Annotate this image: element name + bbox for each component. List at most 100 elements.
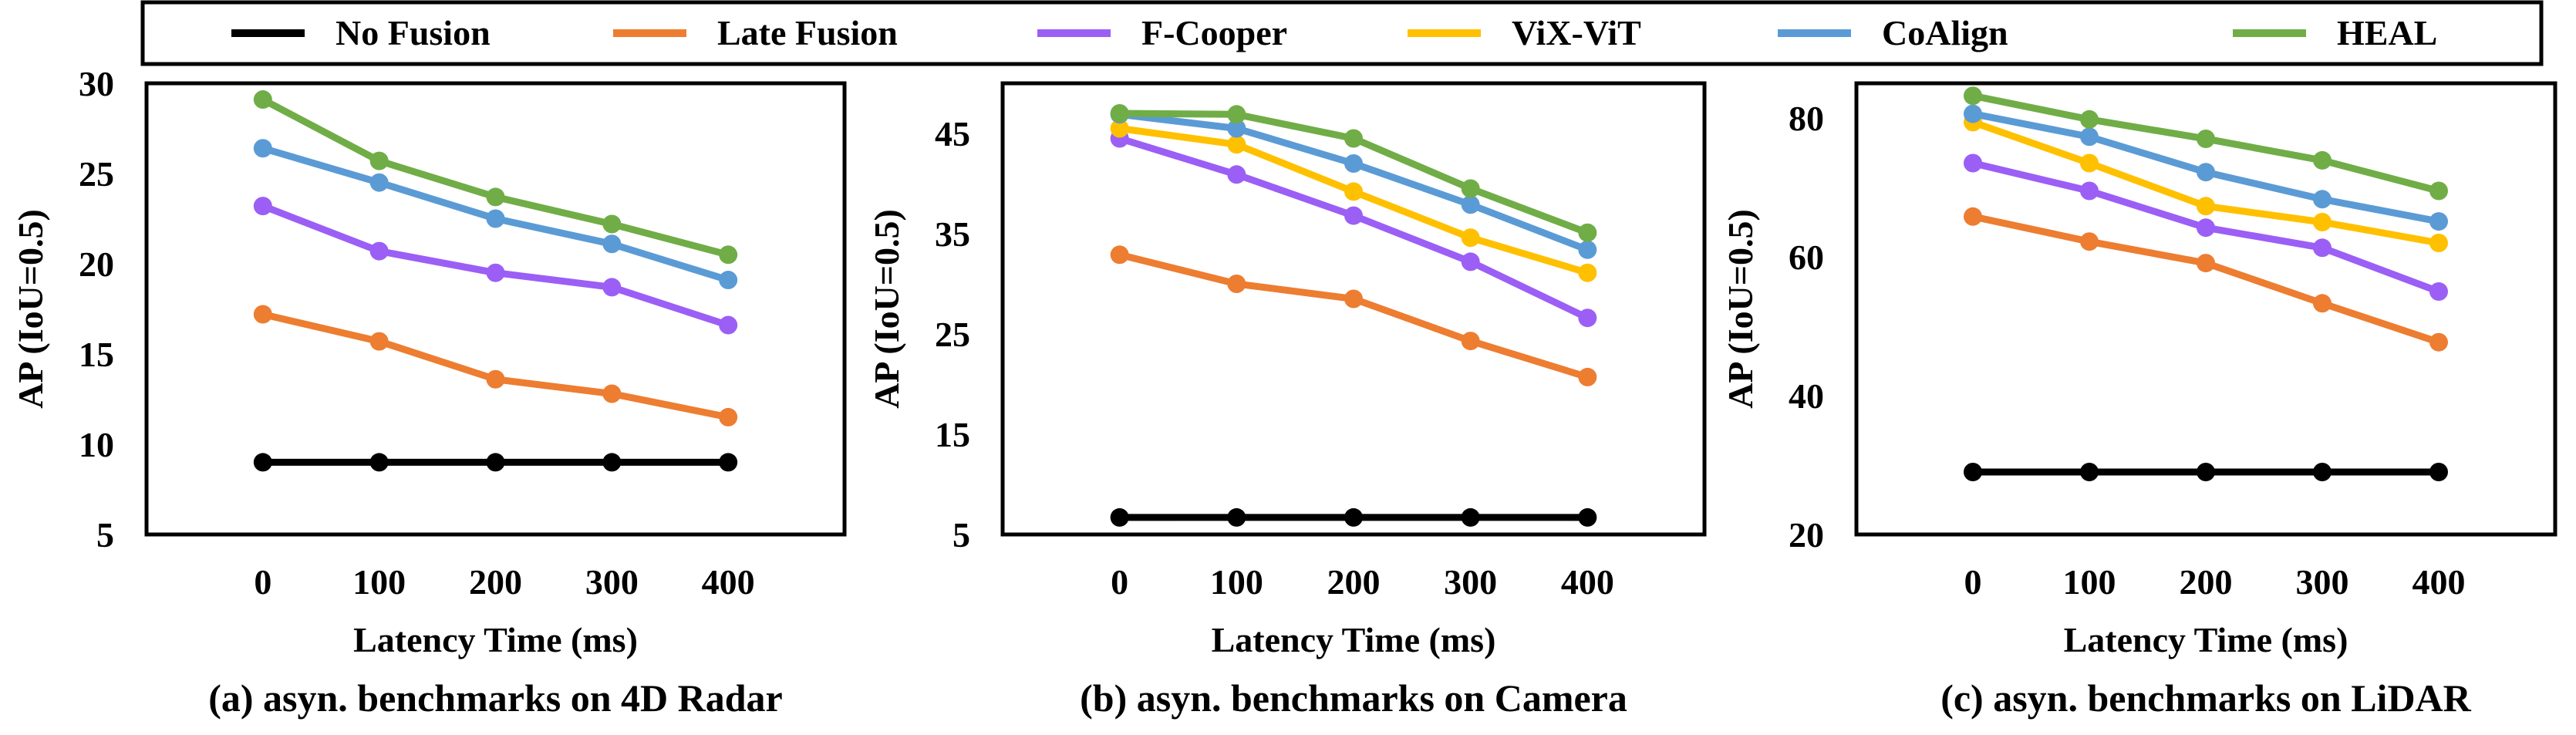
x-tick-label: 300 — [2296, 562, 2349, 602]
data-point — [2429, 463, 2448, 481]
data-point — [2429, 282, 2448, 301]
legend-item-heal: HEAL — [2233, 13, 2437, 52]
y-tick-label: 40 — [1789, 376, 1824, 416]
data-point — [2197, 130, 2215, 148]
data-point — [719, 271, 738, 290]
series-heal — [253, 90, 738, 265]
x-tick-label: 100 — [2063, 562, 2116, 602]
data-point — [1110, 104, 1129, 123]
legend-label: HEAL — [2337, 13, 2437, 52]
data-point — [719, 407, 738, 427]
y-tick-label: 35 — [935, 214, 970, 254]
legend-label: ViX-ViT — [1512, 13, 1641, 52]
x-tick-label: 400 — [2412, 562, 2466, 602]
data-point — [486, 369, 505, 389]
legend-frame — [140, 0, 2544, 66]
legend-label: Late Fusion — [717, 13, 898, 52]
data-point — [2313, 190, 2332, 209]
series-line — [1116, 251, 1591, 381]
data-point — [1110, 245, 1129, 265]
y-tick-label: 30 — [79, 64, 114, 103]
data-point — [1578, 308, 1597, 328]
plot-frame — [144, 81, 847, 537]
data-point — [1964, 207, 1982, 226]
x-tick-label: 100 — [1210, 562, 1263, 602]
legend-item-late-fusion: Late Fusion — [613, 13, 898, 52]
data-point — [486, 453, 505, 472]
x-tick-label: 100 — [352, 562, 406, 602]
data-point — [1964, 104, 1982, 123]
series-late-fusion — [1964, 207, 2448, 352]
panel-caption: (a) asyn. benchmarks on 4D Radar — [208, 676, 783, 720]
data-point — [719, 453, 738, 472]
data-point — [1578, 507, 1597, 527]
data-point — [2080, 153, 2099, 173]
data-point — [253, 90, 272, 110]
data-point — [2313, 463, 2332, 481]
data-point — [2197, 463, 2215, 481]
x-tick-label: 400 — [702, 562, 755, 602]
chart-panel-3: 20 40 60 80 0 100 200 300 400 Latency Time (ms) AP… — [1721, 81, 2557, 720]
data-point — [369, 453, 389, 472]
y-tick-label: 15 — [935, 415, 970, 454]
series-heal — [1110, 104, 1597, 242]
data-point — [1461, 228, 1480, 248]
data-point — [1461, 332, 1480, 351]
data-point — [369, 151, 389, 170]
data-point — [602, 278, 622, 297]
x-tick-label: 400 — [1561, 562, 1614, 602]
legend-item-no-fusion: No Fusion — [231, 13, 491, 52]
chart-panel-2: 5 15 25 35 45 0 100 200 300 400 Latency Time (ms) A… — [867, 81, 1707, 720]
data-point — [369, 241, 389, 261]
x-tick-label: 200 — [2180, 562, 2233, 602]
data-point — [486, 263, 505, 282]
data-point — [369, 173, 389, 192]
data-point — [1461, 507, 1480, 527]
legend-item-f-cooper: F-Cooper — [1037, 13, 1287, 52]
data-point — [1344, 154, 1363, 173]
y-axis-title: AP (IoU=0.5) — [11, 209, 50, 409]
data-point — [1344, 129, 1363, 148]
data-point — [1964, 463, 1982, 481]
data-point — [2429, 332, 2448, 352]
data-point — [1344, 289, 1363, 308]
data-point — [719, 245, 738, 265]
data-point — [2197, 254, 2215, 273]
data-point — [2313, 294, 2332, 313]
data-point — [253, 197, 272, 216]
data-point — [369, 332, 389, 351]
x-tick-label: 300 — [1444, 562, 1497, 602]
x-tick-label: 300 — [585, 562, 639, 602]
data-point — [1227, 275, 1246, 293]
x-tick-label: 0 — [254, 562, 271, 602]
y-tick-label: 5 — [953, 515, 970, 555]
data-point — [1578, 223, 1597, 242]
data-point — [253, 305, 272, 324]
series-f-cooper — [253, 197, 738, 335]
legend-item-vix-vit: ViX-ViT — [1408, 13, 1641, 52]
series-f-cooper — [1964, 153, 2448, 301]
y-tick-label: 45 — [935, 114, 970, 153]
data-point — [1110, 119, 1129, 138]
series-vix-vit — [1964, 113, 2448, 252]
data-point — [1461, 252, 1480, 271]
x-tick-label: 0 — [1111, 562, 1128, 602]
data-point — [486, 209, 505, 228]
data-point — [486, 187, 505, 207]
x-axis-title: Latency Time (ms) — [1212, 620, 1496, 659]
data-point — [1578, 367, 1597, 386]
y-tick-label: 80 — [1789, 99, 1824, 138]
data-point — [602, 234, 622, 254]
data-point — [1344, 206, 1363, 225]
data-point — [1461, 179, 1480, 198]
panel-caption: (b) asyn. benchmarks on Camera — [1080, 676, 1627, 720]
data-point — [2197, 197, 2215, 216]
data-point — [2080, 232, 2099, 251]
data-point — [602, 453, 622, 472]
data-point — [2197, 163, 2215, 182]
data-point — [2313, 238, 2332, 258]
data-point — [1227, 119, 1246, 138]
series-heal — [1964, 86, 2448, 201]
